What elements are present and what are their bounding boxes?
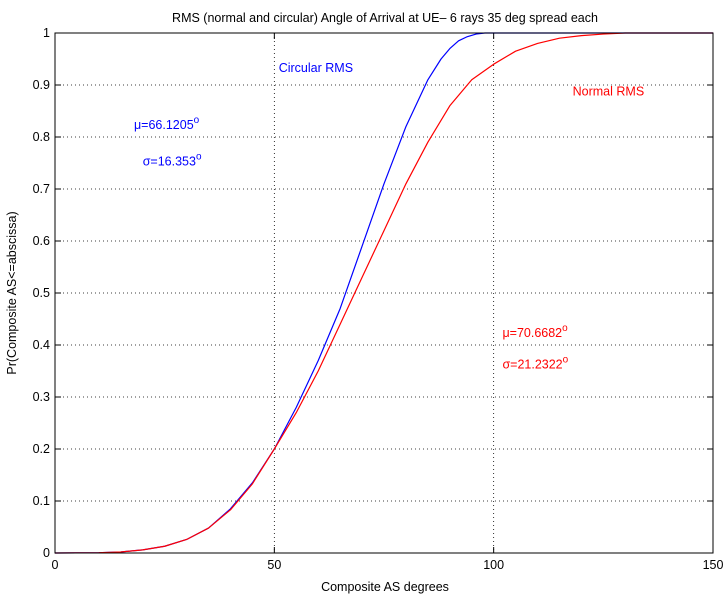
annotation-1: Normal RMS bbox=[573, 84, 645, 98]
y-tick-label-0: 0 bbox=[43, 546, 50, 560]
x-axis-label: Composite AS degrees bbox=[321, 580, 449, 594]
axes-box bbox=[54, 32, 714, 554]
x-tick-label-0: 0 bbox=[52, 558, 59, 572]
x-tick-label-3: 150 bbox=[703, 558, 724, 572]
chart-title: RMS (normal and circular) Angle of Arriv… bbox=[172, 11, 598, 25]
x-tick-label-2: 100 bbox=[483, 558, 504, 572]
x-tick-label-1: 50 bbox=[267, 558, 281, 572]
y-tick-label-10: 1 bbox=[43, 26, 50, 40]
series-line-normal-rms bbox=[54, 32, 713, 554]
y-tick-label-7: 0.7 bbox=[33, 182, 50, 196]
annotation-3: σ=16.353o bbox=[143, 152, 202, 169]
y-tick-label-1: 0.1 bbox=[33, 494, 50, 508]
y-tick-label-4: 0.4 bbox=[33, 338, 50, 352]
y-tick-label-9: 0.9 bbox=[33, 78, 50, 92]
y-tick-label-2: 0.2 bbox=[33, 442, 50, 456]
y-axis-label: Pr(Composite AS<=abscissa) bbox=[5, 211, 19, 374]
y-tick-label-3: 0.3 bbox=[33, 390, 50, 404]
annotation-4: μ=70.6682o bbox=[502, 323, 568, 340]
y-tick-label-8: 0.8 bbox=[33, 130, 50, 144]
annotation-5: σ=21.2322o bbox=[502, 354, 568, 371]
plot-area: 0 50 100 150 0 0.1 0.2 0.3 0.4 0.5 0.6 0.7 0.8 0.9 1 Ci… bbox=[33, 26, 724, 572]
annotation-2: μ=66.1205o bbox=[134, 115, 200, 132]
y-tick-label-6: 0.6 bbox=[33, 234, 50, 248]
y-tick-label-5: 0.5 bbox=[33, 286, 50, 300]
annotation-0: Circular RMS bbox=[279, 61, 353, 75]
